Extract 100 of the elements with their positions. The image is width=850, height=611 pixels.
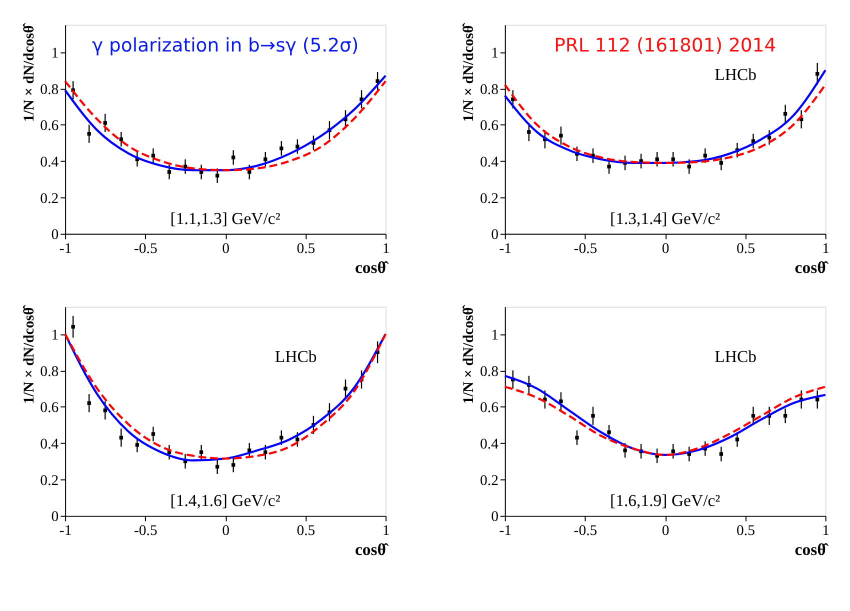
x-tick-label: -0.5 [134,523,158,540]
point [671,157,675,162]
point [671,449,675,454]
x-tick-label: 0 [662,523,670,540]
y-tick-label: 0.2 [480,190,498,207]
y-tick-label: 0.6 [40,118,59,134]
point [815,72,820,76]
annotation: LHCb [714,346,757,366]
point [623,448,627,452]
point [280,436,284,440]
x-tick-label: 0 [222,241,230,258]
point [607,430,611,434]
text: γ polarization in b→sγ (5.2σ) [92,36,359,57]
point [199,450,204,454]
point [719,452,724,456]
point [231,463,236,467]
point [559,399,563,404]
annotation: [1.1,1.3] GeV/c² [170,209,280,228]
point [655,157,659,162]
y-tick-label: 1 [51,45,59,62]
y-tick-label: 0.6 [40,400,59,416]
y-tick-label: 1 [491,45,498,62]
x-tick-label: -1 [499,241,512,258]
y-tick-label: 0.2 [40,190,59,207]
y-tick-label: 0.4 [40,436,60,453]
y-tick-label: 0 [51,509,59,526]
x-tick-label: -0.5 [134,241,158,258]
x-tick-label: 0.5 [296,241,316,258]
x-tick-label: 0.5 [736,523,755,540]
y-tick-label: 0.8 [40,364,59,380]
x-tick-label: 0 [662,241,670,258]
x-tick-label: 1 [382,241,390,258]
y-tick-label: 0.8 [480,82,498,98]
point [591,414,595,418]
y-tick-label: 0.4 [480,154,500,171]
y-axis-title: 1/N × dN/dcosθ̂ [461,22,478,122]
annotation: [1.6,1.9] GeV/c² [610,491,720,510]
point [783,112,788,116]
point [815,398,820,402]
point [103,121,107,125]
x-tick-label: 1 [822,523,830,540]
x-tick-label: 1 [822,241,830,258]
x-axis-title: cosθ̂ [794,258,829,277]
y-axis-title: 1/N × dN/dcosθ̂ [21,22,38,122]
y-tick-label: 1 [51,327,59,344]
point [264,157,268,162]
point [71,324,75,329]
point [167,170,172,174]
annotation: [1.4,1.6] GeV/c² [170,491,280,510]
line-series [504,84,826,164]
point [280,146,284,150]
point [151,432,156,436]
annotation: [1.3,1.4] GeV/c² [610,209,720,228]
x-axis-title: cosθ̂ [354,540,390,559]
point [559,134,563,138]
point [703,154,708,158]
point [783,414,788,418]
point [215,464,220,469]
point [87,132,91,136]
x-axis-title: cosθ̂ [794,540,829,559]
point [183,164,188,168]
y-tick-label: 0.2 [480,472,498,489]
point [687,164,691,168]
x-tick-label: 0.5 [736,241,755,258]
point [135,443,140,447]
x-tick-label: -0.5 [574,241,598,258]
point [296,438,300,442]
x-tick-label: -1 [499,523,512,540]
point [119,436,124,440]
y-tick-label: 0 [491,509,498,526]
x-tick-label: 0 [222,523,230,540]
line-series [504,69,826,164]
x-tick-label: 1 [382,523,390,540]
x-tick-label: -1 [59,523,72,540]
point [248,170,252,174]
annotation: LHCb [714,64,757,84]
annotation: LHCb [274,346,317,366]
point [607,164,611,168]
point [231,156,236,160]
y-tick-label: 0 [491,227,498,244]
x-tick-label: -1 [59,241,72,258]
y-tick-label: 1 [491,327,498,344]
point [215,174,220,178]
point [527,130,531,134]
point [735,438,740,442]
y-tick-label: 0.6 [480,400,498,416]
x-tick-label: -0.5 [574,523,598,540]
y-tick-label: 0.6 [480,118,498,134]
text: PRL 112 (161801) 2014 [554,36,776,57]
x-axis-title: cosθ̂ [354,258,390,277]
y-tick-label: 0.8 [40,82,59,98]
y-tick-label: 0.2 [40,472,59,489]
x-tick-label: 0.5 [296,523,316,540]
point [344,386,348,390]
y-axis-title: 1/N × dN/dcosθ̂ [21,304,38,404]
y-tick-label: 0.4 [40,154,60,171]
y-tick-label: 0 [51,227,59,244]
point [751,414,756,418]
point [719,161,724,165]
y-tick-label: 0.8 [480,364,498,380]
